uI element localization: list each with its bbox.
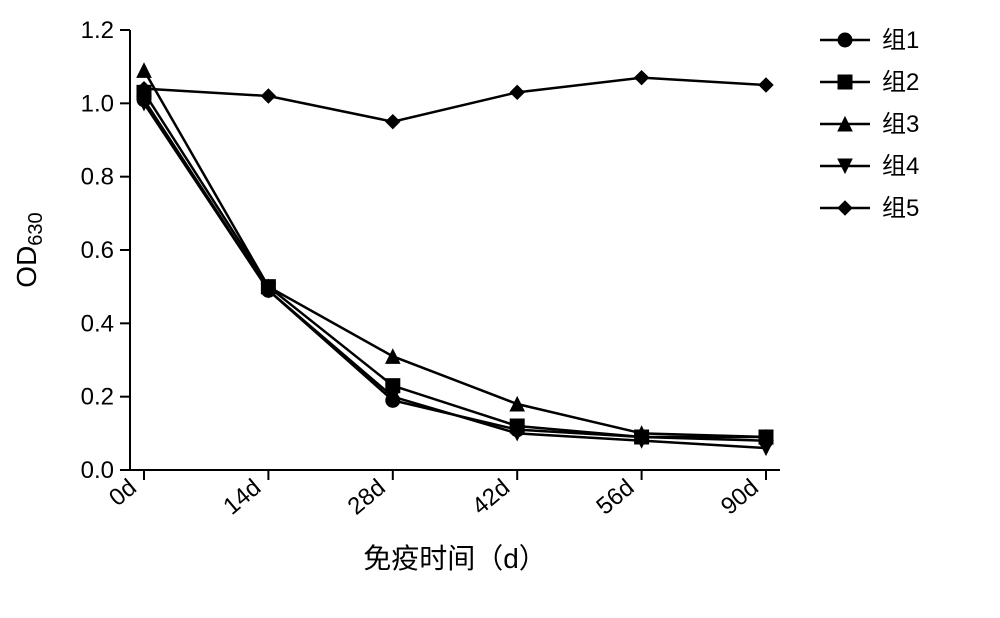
x-tick-label: 28d [343, 474, 391, 520]
series-line [144, 70, 766, 437]
data-marker [635, 71, 649, 85]
x-tick-label: 14d [218, 474, 266, 520]
data-marker [510, 85, 524, 99]
x-tick-label: 42d [467, 474, 515, 520]
legend-label: 组2 [882, 69, 919, 96]
series-line [144, 103, 766, 448]
y-tick-label: 0.4 [81, 310, 114, 337]
series-line [144, 92, 766, 437]
y-tick-label: 0.2 [81, 384, 114, 411]
x-axis-label: 免疫时间（d） [363, 543, 547, 574]
y-axis-label: OD630 [11, 212, 47, 287]
legend-label: 组3 [882, 111, 919, 138]
data-marker [386, 115, 400, 129]
axes [130, 30, 780, 470]
chart-container: 0.00.20.40.60.81.01.20d14d28d42d56d90dOD… [0, 0, 1000, 618]
series-line [144, 100, 766, 441]
legend-label: 组1 [882, 27, 919, 54]
data-marker [261, 89, 275, 103]
x-tick-label: 56d [591, 474, 639, 520]
data-marker [759, 78, 773, 92]
data-marker [838, 201, 852, 215]
y-tick-label: 1.0 [81, 90, 114, 117]
chart-svg: 0.00.20.40.60.81.01.20d14d28d42d56d90dOD… [0, 0, 1000, 618]
data-marker [838, 33, 852, 47]
data-marker [386, 349, 400, 363]
y-tick-label: 1.2 [81, 17, 114, 44]
x-tick-label: 90d [716, 474, 764, 520]
y-tick-label: 0.0 [81, 457, 114, 484]
legend-label: 组4 [882, 153, 919, 180]
legend-label: 组5 [882, 195, 919, 222]
data-marker [838, 75, 852, 89]
y-tick-label: 0.6 [81, 237, 114, 264]
data-marker [137, 63, 151, 77]
y-tick-label: 0.8 [81, 164, 114, 191]
series-line [144, 78, 766, 122]
